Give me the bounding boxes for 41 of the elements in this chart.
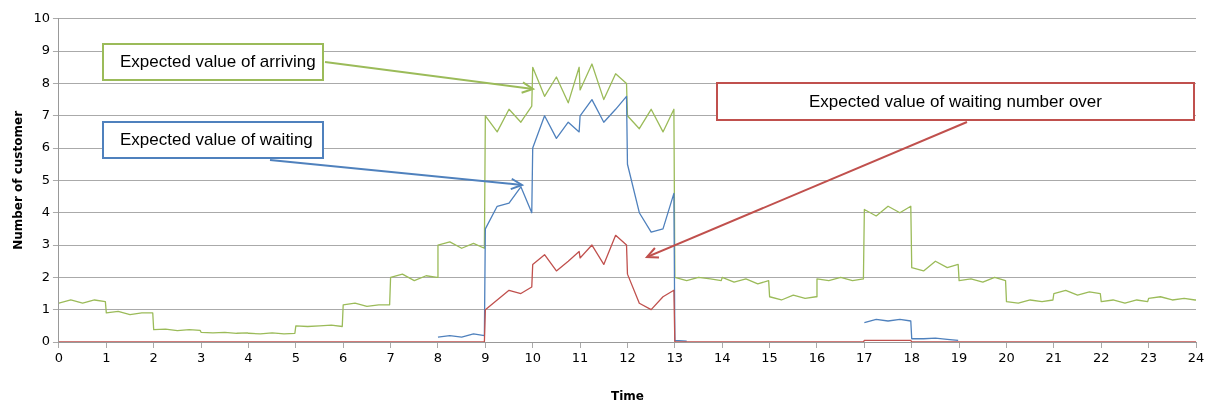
x-tick-label: 14 — [713, 350, 731, 366]
x-tick-label: 7 — [386, 350, 395, 366]
y-tick-label: 6 — [41, 139, 50, 155]
x-tick-label: 6 — [339, 350, 348, 366]
x-tick-label: 9 — [481, 350, 490, 366]
y-tick-label: 8 — [41, 74, 50, 90]
x-tick-label: 4 — [244, 350, 253, 366]
y-tick-label: 2 — [41, 268, 50, 284]
x-tick-label: 5 — [291, 350, 300, 366]
x-tick-label: 22 — [1092, 350, 1110, 366]
y-tick-label: 10 — [33, 10, 50, 26]
x-tick-label: 24 — [1187, 350, 1205, 366]
y-tick-label: 9 — [41, 42, 50, 58]
x-tick-label: 18 — [903, 350, 921, 366]
x-tick-label: 3 — [196, 350, 206, 366]
x-tick-label: 23 — [1140, 350, 1157, 366]
y-tick-label: 3 — [41, 236, 50, 252]
x-tick-label: 12 — [619, 350, 636, 366]
y-axis-title: Number of customer — [11, 110, 26, 250]
y-tick-label: 4 — [41, 204, 50, 220]
x-tick-label: 15 — [761, 350, 778, 366]
x-tick-label: 21 — [1045, 350, 1063, 366]
y-tick-label: 7 — [41, 107, 50, 123]
x-tick-label: 0 — [54, 350, 64, 366]
y-tick-label: 0 — [41, 333, 50, 349]
callout-box: Expected value of waiting — [102, 121, 324, 159]
x-tick-label: 16 — [808, 350, 826, 366]
x-tick-label: 11 — [571, 350, 589, 366]
y-tick-label: 5 — [41, 171, 50, 187]
x-tick-label: 20 — [998, 350, 1015, 366]
x-tick-label: 10 — [524, 350, 541, 366]
callout-box: Expected value of waiting number over — [716, 82, 1195, 121]
x-tick-label: 17 — [856, 350, 873, 366]
x-tick-label: 8 — [433, 350, 443, 366]
y-tick-label: 1 — [41, 301, 50, 317]
x-tick-label: 2 — [149, 350, 158, 366]
x-axis-title: Time — [610, 388, 644, 403]
x-tick-label: 1 — [102, 350, 111, 366]
x-tick-label: 13 — [666, 350, 684, 366]
callout-box: Expected value of arriving — [102, 43, 324, 81]
x-tick-label: 19 — [950, 350, 968, 366]
